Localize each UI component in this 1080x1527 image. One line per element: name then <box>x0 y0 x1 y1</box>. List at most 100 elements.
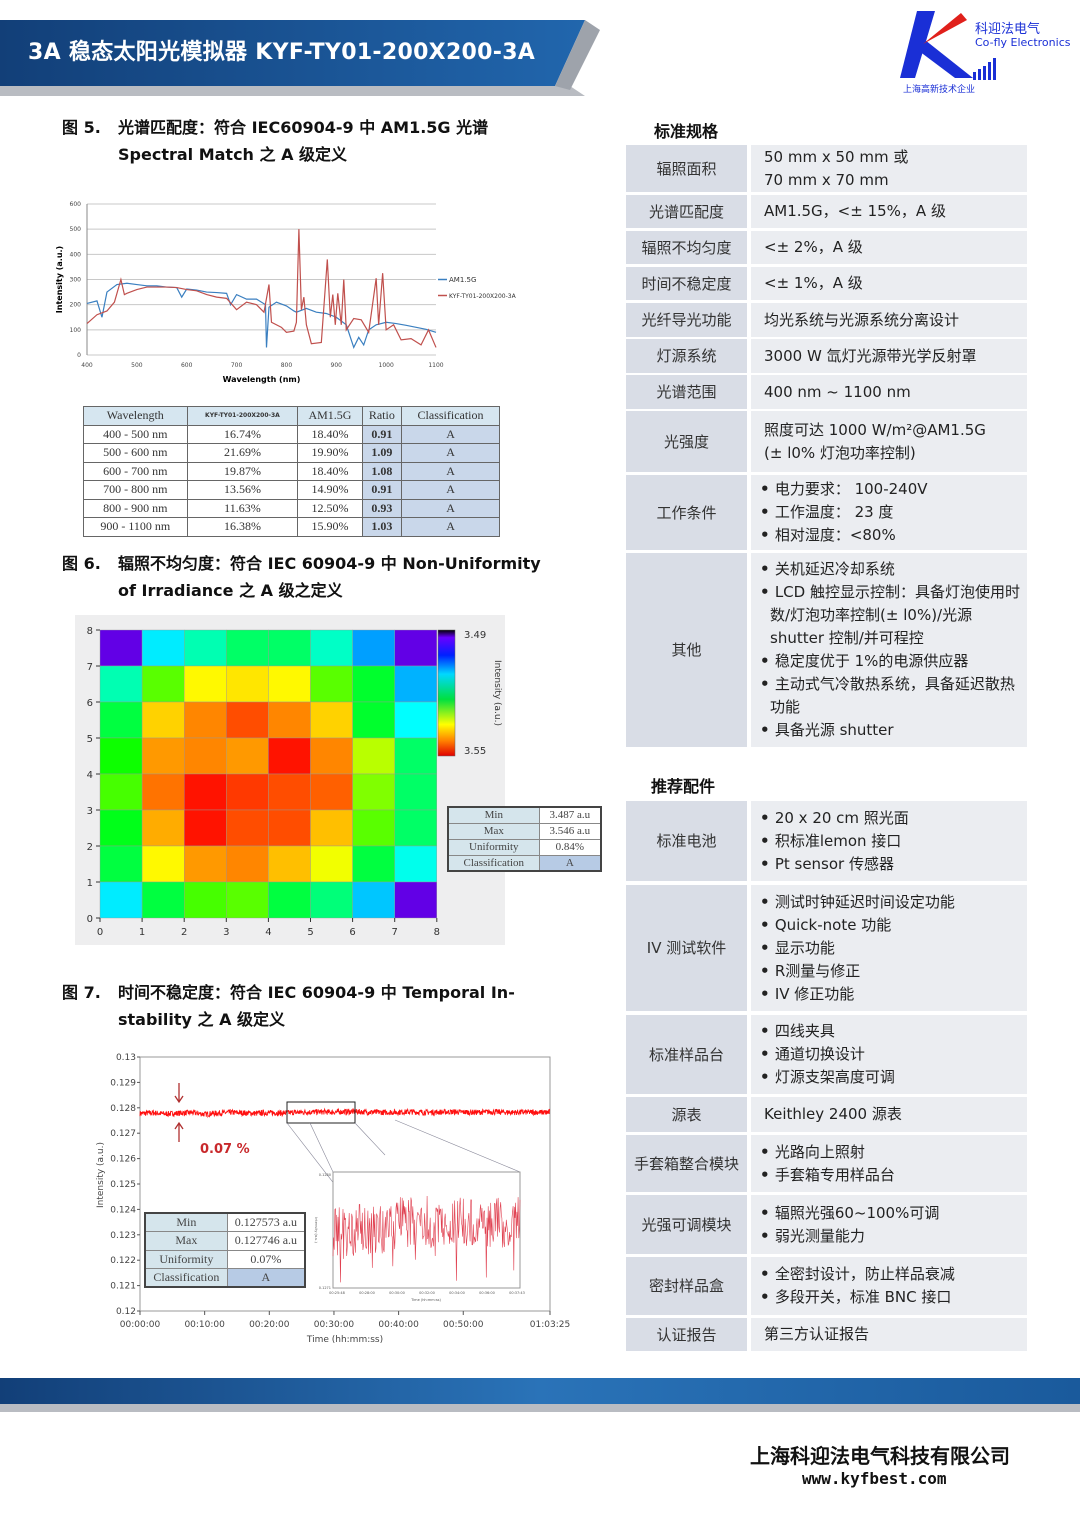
bullet-item: 多段开关，标准 BNC 接口 <box>764 1286 1027 1309</box>
bullet-item: 电力要求： 100-240V <box>764 478 1027 501</box>
irradiance-heatmap: 0 1 2 3 4 5 6 7 8 0 1 2 3 4 5 6 7 8 3.49 3.55 Intensity (a.u… <box>75 615 505 945</box>
accessories-row: 认证报告 第三方认证报告 <box>626 1318 1027 1351</box>
row-label: 其他 <box>626 553 747 747</box>
col-header: Ratio <box>361 406 403 426</box>
table-cell: 12.50% <box>297 498 363 518</box>
row-value: 测试时钟延迟时间设定功能Quick-note 功能显示功能R测量与修正 IV 修… <box>751 885 1027 1011</box>
heatmap-cell <box>352 665 395 703</box>
table-cell: 18.40% <box>297 424 363 444</box>
logo-en-name: Co-fly Electronics <box>975 36 1071 49</box>
table-row: 700 - 800 nm 13.56% 14.90% 0.91 A <box>83 480 500 500</box>
bullet-item: R测量与修正 <box>764 960 1027 983</box>
x-tick-label: 5 <box>307 927 313 938</box>
heatmap-cell <box>99 881 143 919</box>
x-tick-label: 00:40:00 <box>378 1320 419 1330</box>
row-value: 四线夹具通道切换设计灯源支架高度可调 <box>751 1015 1027 1094</box>
heatmap-cell <box>183 809 227 847</box>
stats-value: 0.127573 a.u <box>226 1212 306 1232</box>
heatmap-cell <box>394 881 438 919</box>
row-value: 关机延迟冷却系统LCD 触控显示控制：具备灯泡使用时数/灯泡功率控制(± l0%… <box>751 553 1027 747</box>
stats-row: Classification A <box>144 1268 306 1288</box>
y-tick-label: 100 <box>70 327 82 334</box>
fig5-title: 光谱匹配度：符合 IEC60904-9 中 AM1.5G 光谱 Spectral… <box>118 114 488 168</box>
y-tick-label: 7 <box>87 662 93 673</box>
inset-x-tick: 00:32:00 <box>419 1291 435 1295</box>
fig7-stats-table: Min 0.127573 a.u Max 0.127746 a.u Uniformity… <box>144 1212 306 1288</box>
bullet-item: 通道切换设计 <box>764 1043 1027 1066</box>
heatmap-cell <box>99 701 143 739</box>
heatmap-cell <box>183 701 227 739</box>
x-tick-label: 2 <box>181 927 187 938</box>
zoom-connector-line <box>394 1119 521 1173</box>
y-axis-label: Intensity (a.u.) <box>96 1142 106 1208</box>
y-tick-label: 500 <box>70 226 82 233</box>
table-cell: 1.03 <box>361 517 403 537</box>
stats-label: Classification <box>144 1268 228 1288</box>
col-header: KYF-TY01-200X200-3A <box>186 406 299 426</box>
specs-row: 辐照不均匀度 <± 2%，A 级 <box>626 231 1027 264</box>
heatmap-cell <box>99 737 143 775</box>
bullet-item: 四线夹具 <box>764 1020 1027 1043</box>
row-value: 400 nm ~ 1100 nm <box>751 375 1027 409</box>
stats-label: Max <box>144 1231 228 1251</box>
series-line-kyf <box>86 229 437 348</box>
row-value: AM1.5G，<± 15%，A 级 <box>751 195 1027 228</box>
specs-row: 灯源系统 3000 W 氙灯光源带光学反射罩 <box>626 339 1027 373</box>
bullet-item: 主动式气冷散热系统，具备延迟散热功能 <box>764 673 1027 719</box>
stats-row: Uniformity 0.07% <box>144 1249 306 1269</box>
bullet-item: 稳定度优于 1%的电源供应器 <box>764 650 1027 673</box>
x-tick-label: 00:50:00 <box>443 1320 484 1330</box>
accessories-row: 光强可调模块辐照光强60~100%可调弱光测量能力 <box>626 1195 1027 1254</box>
y-tick-label: 0 <box>87 914 93 925</box>
fig7-number: 图 7. <box>62 983 101 1002</box>
down-arrow-icon <box>174 1083 184 1104</box>
heatmap-cell <box>352 881 395 919</box>
table-cell: 700 - 800 nm <box>83 480 188 500</box>
row-label: 光纤导光功能 <box>626 303 747 337</box>
inset-x-label: Time (hh:mm:ss) <box>410 1298 441 1302</box>
stats-row: Min 0.127573 a.u <box>144 1212 306 1232</box>
heatmap-cell <box>183 629 227 667</box>
value-line: AM1.5G，<± 15%，A 级 <box>764 202 946 220</box>
table-cell: 900 - 1100 nm <box>83 517 188 537</box>
heatmap-cell <box>310 665 353 703</box>
colorbar-label: Intensity (a.u.) <box>492 660 502 726</box>
row-label: 标准样品台 <box>626 1015 747 1094</box>
x-tick-label: 8 <box>434 927 440 938</box>
bullet-item: LCD 触控显示控制：具备灯泡使用时数/灯泡功率控制(± l0%)/光源 shu… <box>764 581 1027 650</box>
y-tick-label: 0.125 <box>110 1180 136 1190</box>
heatmap-cell <box>268 629 311 667</box>
accessories-row: 手套箱整合模块光路向上照射手套箱专用样品台 <box>626 1135 1027 1192</box>
stats-value: A <box>226 1268 306 1288</box>
row-label: 认证报告 <box>626 1318 747 1351</box>
heatmap-cell <box>141 737 185 775</box>
bullet-item: 显示功能 <box>764 937 1027 960</box>
stats-label: Uniformity <box>447 838 540 856</box>
heatmap-cell <box>310 809 353 847</box>
row-value: 均光系统与光源系统分离设计 <box>751 303 1027 337</box>
row-label: 光谱范围 <box>626 375 747 409</box>
table-row: 500 - 600 nm 21.69% 19.90% 1.09 A <box>83 443 500 463</box>
heatmap-cell <box>226 665 269 703</box>
heatmap-cell <box>352 737 395 775</box>
col-header: AM1.5G <box>297 406 363 426</box>
row-label: 标准电池 <box>626 801 747 881</box>
x-tick-label: 1100 <box>428 362 443 369</box>
footer-banner <box>0 1378 1080 1412</box>
heatmap-cell <box>268 665 311 703</box>
inset-x-tick: 00:36:00 <box>479 1291 495 1295</box>
footer-website[interactable]: www.kyfbest.com <box>802 1469 947 1488</box>
series-line-am15g <box>86 282 437 350</box>
x-axis-label: Wavelength (nm) <box>223 375 301 384</box>
heatmap-cell <box>268 845 311 883</box>
heatmap-cell <box>394 845 438 883</box>
bullet-item: 手套箱专用样品台 <box>764 1164 1027 1187</box>
heatmap-cell <box>268 881 311 919</box>
fig5-number: 图 5. <box>62 118 101 137</box>
specs-row: 光谱匹配度 AM1.5G，<± 15%，A 级 <box>626 195 1027 228</box>
specs-row: 光谱范围 400 nm ~ 1100 nm <box>626 375 1027 409</box>
bullet-item: 灯源支架高度可调 <box>764 1066 1027 1089</box>
inset-x-tick: 00:28:00 <box>359 1291 375 1295</box>
heatmap-cell <box>394 629 438 667</box>
row-value: <± 1%，A 级 <box>751 267 1027 300</box>
